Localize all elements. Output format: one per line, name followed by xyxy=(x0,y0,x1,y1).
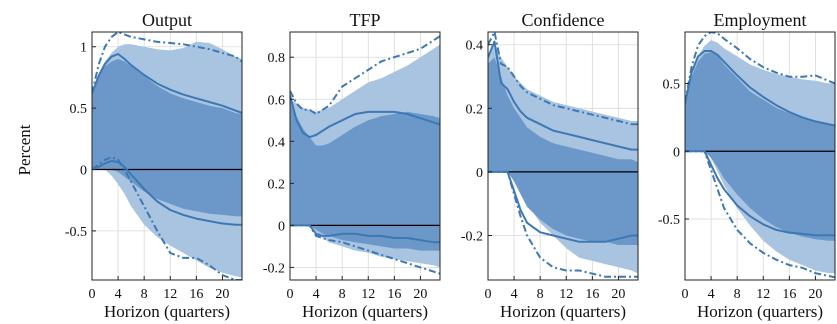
y-tick-label: -0.5 xyxy=(658,213,680,228)
x-tick-label: 4 xyxy=(511,287,518,302)
series-line-lower xyxy=(92,159,242,226)
plot-area xyxy=(290,35,440,275)
x-tick-label: 20 xyxy=(413,287,427,302)
x-tick-label: 8 xyxy=(537,287,544,302)
panel-employment: Employment 0 4 8 12 16 20 -0.5 0 0.5 Horizon (quar… xyxy=(658,10,836,321)
x-tick-label: 16 xyxy=(387,287,401,302)
x-axis-label: Horizon (quarters) xyxy=(697,302,823,321)
y-tick-label: 0 xyxy=(80,164,87,179)
x-tick-label: 8 xyxy=(141,287,148,302)
axes-frame xyxy=(487,31,639,281)
band-inner xyxy=(685,52,835,241)
series-dash-upper xyxy=(488,32,638,126)
y-tick-label: 1 xyxy=(80,41,87,56)
series-dash-lower xyxy=(92,156,242,280)
series-line-upper xyxy=(92,53,242,114)
x-tick-label: 4 xyxy=(313,287,320,302)
x-tick-label: 20 xyxy=(611,287,625,302)
band-inner xyxy=(488,57,638,246)
plot-area xyxy=(488,32,638,278)
y-tick-label: -0.2 xyxy=(263,261,285,276)
panel-title: Employment xyxy=(714,10,807,30)
x-tick-label: 4 xyxy=(708,287,715,302)
y-tick-label: -0.5 xyxy=(65,225,87,240)
y-tick-label: 0.4 xyxy=(268,135,286,150)
axes-frame xyxy=(91,31,243,281)
panel-output: Output 0 4 8 12 16 20 -0.5 0 0.5 1 Horizon (quarter… xyxy=(65,10,243,321)
x-tick-label: 20 xyxy=(215,287,229,302)
y-tick-label: 0 xyxy=(476,166,483,181)
x-tick-label: 0 xyxy=(89,287,96,302)
x-tick-label: 16 xyxy=(585,287,599,302)
x-axis-label: Horizon (quarters) xyxy=(500,302,626,321)
series-dash-upper xyxy=(685,32,835,103)
series-dash-lower xyxy=(488,170,638,278)
panel-title: Confidence xyxy=(522,10,605,30)
series-dash-upper xyxy=(92,32,242,94)
x-tick-label: 12 xyxy=(756,287,770,302)
x-tick-label: 16 xyxy=(782,287,796,302)
y-tick-label: -0.2 xyxy=(461,229,483,244)
series-dash-lower xyxy=(685,150,835,279)
series-dash-lower xyxy=(290,224,440,275)
plot-area xyxy=(92,32,242,280)
x-axis-label: Horizon (quarters) xyxy=(104,302,230,321)
y-tick-label: 0.4 xyxy=(466,39,484,54)
y-tick-label: 0.5 xyxy=(663,77,681,92)
x-axis-label: Horizon (quarters) xyxy=(302,302,428,321)
x-tick-label: 8 xyxy=(339,287,346,302)
series-line-upper xyxy=(685,50,835,127)
y-tick-label: 0 xyxy=(673,145,680,160)
band-inner xyxy=(290,99,440,251)
x-tick-label: 12 xyxy=(559,287,573,302)
y-axis-label: Percent xyxy=(15,124,34,175)
panel-confidence: Confidence 0 4 8 12 16 20 -0.2 0 0.2 0.4 Horizon (q… xyxy=(461,10,639,321)
panels: Output 0 4 8 12 16 20 -0.5 0 0.5 1 Horizon (quarter… xyxy=(65,10,836,321)
x-tick-label: 12 xyxy=(163,287,177,302)
x-tick-label: 12 xyxy=(361,287,375,302)
series-dash-upper xyxy=(290,35,440,115)
series-line-upper xyxy=(290,94,440,139)
y-tick-label: 0.2 xyxy=(466,102,484,117)
x-tick-label: 0 xyxy=(287,287,294,302)
x-tick-label: 8 xyxy=(734,287,741,302)
x-tick-label: 0 xyxy=(485,287,492,302)
panel-title: Output xyxy=(142,10,192,30)
y-tick-label: 0 xyxy=(278,219,285,234)
x-tick-label: 16 xyxy=(189,287,203,302)
y-tick-label: 0.8 xyxy=(268,51,286,66)
axes-frame xyxy=(684,31,836,281)
plot-area xyxy=(685,32,835,279)
y-tick-label: 0.5 xyxy=(70,102,88,117)
y-tick-label: 0.6 xyxy=(268,93,286,108)
x-tick-label: 4 xyxy=(115,287,122,302)
axes-frame xyxy=(289,31,441,281)
x-tick-label: 20 xyxy=(808,287,822,302)
panel-title: TFP xyxy=(349,10,380,30)
x-tick-label: 0 xyxy=(682,287,689,302)
y-tick-label: 0.2 xyxy=(268,177,286,192)
series-line-upper xyxy=(488,40,638,151)
